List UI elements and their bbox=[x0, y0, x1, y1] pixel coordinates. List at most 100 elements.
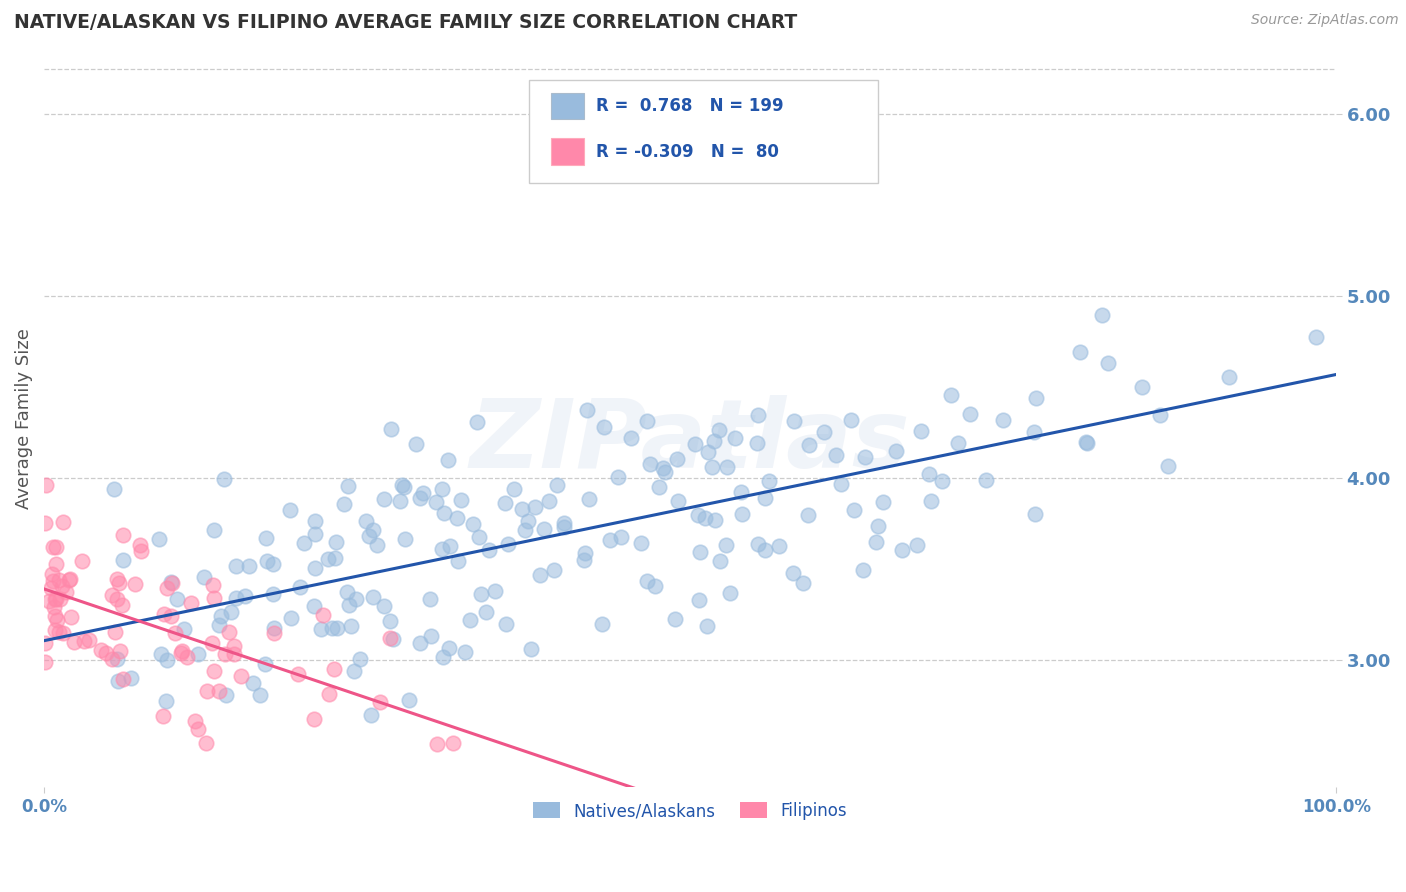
Point bbox=[160, 576, 183, 591]
Point bbox=[208, 618, 231, 632]
Point bbox=[280, 611, 302, 625]
Point bbox=[201, 636, 224, 650]
Point bbox=[419, 591, 441, 606]
Point bbox=[45, 540, 67, 554]
Point bbox=[905, 538, 928, 552]
Point bbox=[34, 655, 56, 669]
Point bbox=[120, 671, 142, 685]
Point bbox=[520, 641, 543, 656]
Point bbox=[359, 529, 381, 543]
Point bbox=[783, 414, 806, 428]
Point bbox=[441, 736, 464, 750]
Point bbox=[256, 554, 278, 568]
Point bbox=[111, 598, 134, 612]
Point bbox=[458, 613, 481, 627]
Point bbox=[844, 503, 866, 517]
Point bbox=[209, 609, 232, 624]
Point bbox=[853, 450, 876, 464]
Point bbox=[62, 635, 84, 649]
Point bbox=[702, 459, 724, 474]
Point bbox=[709, 553, 731, 567]
Point bbox=[73, 634, 96, 648]
Point bbox=[574, 546, 596, 560]
Point bbox=[288, 580, 311, 594]
Point bbox=[425, 495, 447, 509]
Point bbox=[225, 591, 247, 606]
Point bbox=[1132, 380, 1154, 394]
Point bbox=[537, 493, 560, 508]
Point bbox=[312, 608, 335, 623]
Point bbox=[42, 541, 65, 555]
Point bbox=[426, 737, 449, 751]
Point bbox=[747, 408, 769, 422]
Point bbox=[202, 664, 225, 678]
Point bbox=[683, 436, 706, 450]
Point bbox=[48, 591, 70, 606]
Point bbox=[34, 636, 56, 650]
Point bbox=[745, 436, 768, 450]
Point bbox=[1069, 345, 1091, 359]
Point bbox=[578, 491, 600, 506]
Point bbox=[689, 545, 711, 559]
Point bbox=[797, 438, 820, 452]
Point bbox=[517, 514, 540, 528]
Point bbox=[447, 554, 470, 568]
Point bbox=[111, 528, 134, 542]
Point bbox=[1076, 435, 1098, 450]
Point bbox=[797, 508, 820, 523]
Point bbox=[215, 689, 238, 703]
Point bbox=[553, 520, 575, 534]
Point bbox=[648, 480, 671, 494]
Point bbox=[409, 636, 432, 650]
Point bbox=[463, 517, 485, 532]
Point bbox=[825, 448, 848, 462]
Point bbox=[336, 585, 359, 599]
Point bbox=[44, 599, 66, 614]
Point bbox=[918, 467, 941, 482]
Point bbox=[218, 624, 240, 639]
Point bbox=[644, 579, 666, 593]
Point bbox=[90, 642, 112, 657]
Point bbox=[432, 649, 454, 664]
Point bbox=[304, 560, 326, 574]
Point bbox=[148, 533, 170, 547]
Point bbox=[782, 566, 804, 581]
Point bbox=[52, 515, 75, 529]
Point bbox=[176, 650, 198, 665]
Point bbox=[193, 570, 215, 584]
Point bbox=[529, 567, 551, 582]
Point bbox=[105, 592, 128, 607]
Point bbox=[610, 530, 633, 544]
Point bbox=[703, 513, 725, 527]
Point bbox=[758, 474, 780, 488]
Point bbox=[513, 523, 536, 537]
Point bbox=[202, 578, 225, 592]
Point bbox=[652, 460, 675, 475]
Point bbox=[316, 552, 339, 566]
Point bbox=[221, 605, 243, 619]
Point bbox=[959, 407, 981, 421]
Point bbox=[366, 538, 388, 552]
Point bbox=[378, 632, 401, 646]
Point bbox=[754, 542, 776, 557]
Point bbox=[42, 574, 65, 588]
Point bbox=[156, 653, 179, 667]
Point bbox=[754, 491, 776, 505]
Point bbox=[697, 445, 720, 459]
Point bbox=[45, 558, 67, 572]
Point bbox=[354, 514, 377, 528]
Point bbox=[349, 652, 371, 666]
Point bbox=[716, 459, 738, 474]
Point bbox=[187, 723, 209, 737]
Point bbox=[389, 494, 412, 508]
Point bbox=[344, 592, 367, 607]
Point bbox=[195, 736, 218, 750]
Text: R = -0.309   N =  80: R = -0.309 N = 80 bbox=[596, 144, 779, 161]
Point bbox=[575, 403, 598, 417]
Point bbox=[636, 414, 658, 428]
Point bbox=[323, 663, 346, 677]
Point bbox=[553, 516, 575, 530]
Point bbox=[468, 530, 491, 544]
Point bbox=[439, 539, 461, 553]
Text: R =  0.768   N = 199: R = 0.768 N = 199 bbox=[596, 97, 783, 115]
